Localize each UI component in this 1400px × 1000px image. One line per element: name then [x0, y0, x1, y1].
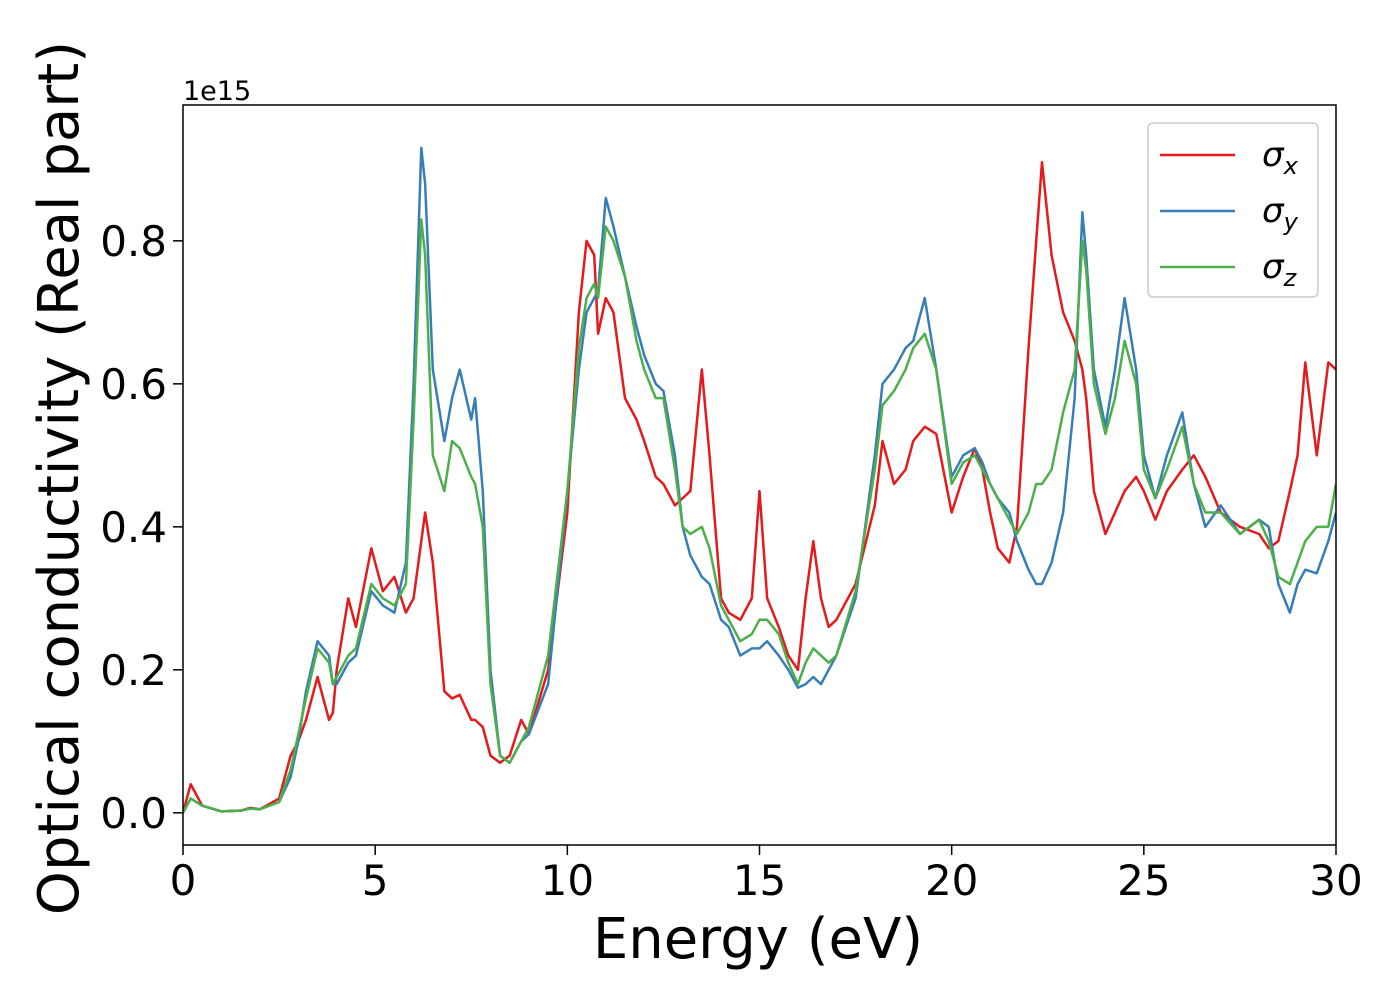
x-axis-label: Energy (eV) — [593, 907, 923, 972]
series-line — [183, 146, 1336, 814]
y-tick-label: 0.2 — [100, 646, 167, 695]
series-line — [183, 218, 1336, 814]
x-tick-label: 20 — [925, 856, 978, 905]
legend-label: σz — [1262, 247, 1298, 292]
x-tick-label: 15 — [733, 856, 786, 905]
y-tick-label: 0.4 — [100, 503, 167, 552]
y-tick-label: 0.6 — [100, 360, 167, 409]
plot-area — [183, 146, 1336, 814]
x-tick-label: 10 — [541, 856, 594, 905]
legend-label: σx — [1262, 135, 1299, 180]
x-tick-label: 30 — [1309, 856, 1362, 905]
y-axis-label: Optical conductivity (Real part) — [27, 41, 92, 915]
y-tick-label: 0.8 — [100, 217, 167, 266]
plot-frame — [182, 104, 1337, 846]
x-tick-label: 25 — [1117, 856, 1170, 905]
legend-label: σy — [1262, 191, 1299, 236]
series-line — [183, 160, 1336, 814]
x-tick-label: 0 — [170, 856, 197, 905]
y-tick-label: 0.0 — [100, 789, 167, 838]
x-tick-label: 5 — [362, 856, 389, 905]
y-offset-label: 1e15 — [183, 76, 251, 107]
legend: σx σy σz — [1147, 122, 1319, 298]
